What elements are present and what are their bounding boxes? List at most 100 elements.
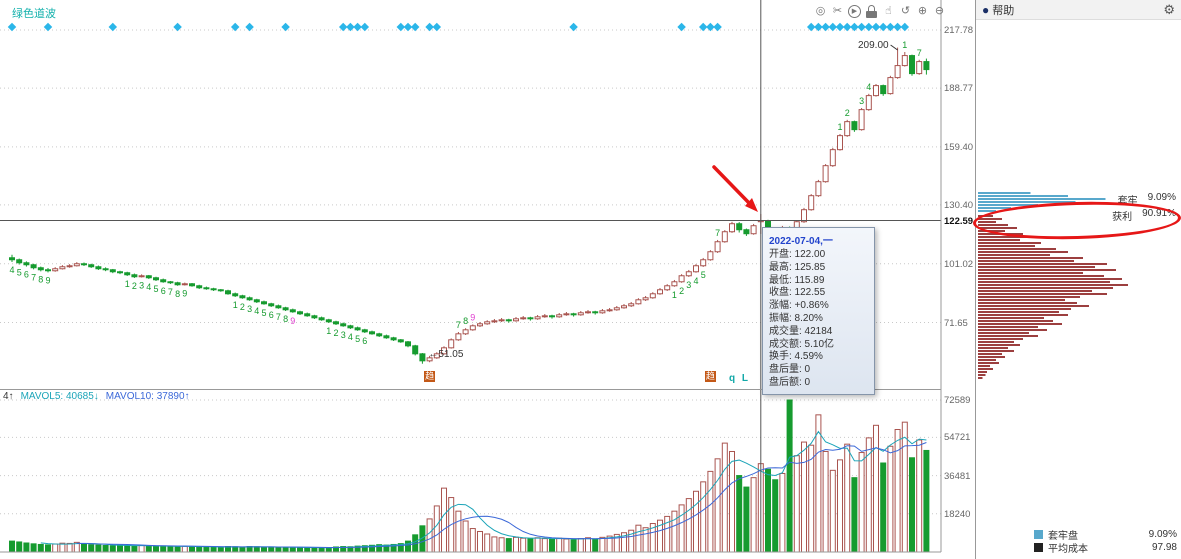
volume-bar xyxy=(9,540,15,553)
volume-bar xyxy=(736,475,743,553)
price-axis: 217.78 188.77 159.40 130.40 101.02 71.65 122.5… xyxy=(943,0,977,559)
profile-bar-profit xyxy=(978,329,1047,331)
candle-body xyxy=(181,283,188,286)
profit-label: 获利 90.91% xyxy=(1112,208,1176,223)
profile-bar-profit xyxy=(978,356,1005,358)
zoom-out-icon[interactable]: ⊖ xyxy=(934,5,945,17)
chip-distribution-panel: ● 帮助 ⚙ 套牢 9.09% 获利 90.91% 套牢盘 9.09% 平均成本 97… xyxy=(972,0,1181,559)
help-button[interactable]: ● 帮助 xyxy=(982,2,1014,18)
volume-bar xyxy=(765,468,771,553)
volume-bar xyxy=(45,544,51,553)
volume-bar xyxy=(52,543,59,553)
candle-body xyxy=(541,315,548,318)
candle-body xyxy=(743,229,750,235)
candle-body xyxy=(520,317,527,320)
volume-bar xyxy=(743,486,750,553)
candle-body xyxy=(455,333,462,341)
eye-icon[interactable]: ◎ xyxy=(815,5,826,17)
signal-tag: 趋 xyxy=(704,371,716,382)
profile-bar-profit xyxy=(978,308,1071,310)
play-icon[interactable]: ▶ xyxy=(848,5,861,18)
profile-bar-profit xyxy=(978,257,1083,259)
candle-body xyxy=(66,265,73,268)
tooltip-row: 收盘: 122.55 xyxy=(769,287,826,299)
profile-bar-profit xyxy=(978,338,1023,340)
panel-legend: 套牢盘 9.09% 平均成本 97.98 xyxy=(1034,528,1177,555)
volume-bar xyxy=(325,547,332,553)
signal-diamond xyxy=(281,22,290,32)
tooltip-rows: 开盘: 122.00 最高: 125.85 最低: 115.89 收盘: 122.55… xyxy=(769,249,868,390)
volume-bar xyxy=(210,546,217,553)
candle-body xyxy=(621,305,627,309)
candle-body xyxy=(642,297,649,301)
profile-bar-profit xyxy=(978,233,1023,235)
profile-bar-profit xyxy=(978,284,1128,286)
candle-body xyxy=(117,271,123,274)
volume-bar xyxy=(426,518,433,553)
count-marker: 1 xyxy=(326,326,331,336)
candle-body xyxy=(282,307,289,311)
profile-bar-profit xyxy=(978,362,999,364)
count-marker: 4 xyxy=(693,276,698,286)
profile-bar-profit xyxy=(978,224,1008,226)
volume-bar xyxy=(304,547,311,553)
volume-bar xyxy=(693,490,699,553)
candle-body xyxy=(45,269,51,272)
count-marker: 8 xyxy=(283,314,288,324)
count-marker: 2 xyxy=(333,328,338,338)
candle-body xyxy=(9,257,15,261)
signal-diamond xyxy=(403,22,413,32)
candle-body xyxy=(657,289,663,295)
candle-body xyxy=(880,85,887,95)
volume-bar xyxy=(671,510,678,553)
legend-swatch-icon xyxy=(1034,530,1043,539)
volume-bar xyxy=(469,528,476,553)
profile-bar-profit xyxy=(978,371,987,373)
tooltip-row: 最高: 125.85 xyxy=(769,261,826,273)
scissors-icon[interactable]: ✂ xyxy=(832,5,843,17)
volume-bar xyxy=(729,450,735,553)
volume-bar xyxy=(707,470,714,553)
volume-bar xyxy=(858,452,865,553)
candle-body xyxy=(448,339,455,349)
settings-gear-icon[interactable]: ⚙ xyxy=(1163,1,1175,17)
signal-diamond xyxy=(338,22,348,32)
profile-bar-profit xyxy=(978,299,1065,301)
candle-body xyxy=(412,345,419,355)
candle-body xyxy=(837,135,843,151)
count-marker: 7 xyxy=(715,228,720,238)
candlestick-volume-chart[interactable]: 4 5 6 7 8 9 1 2 3 4 5 6 7 8 91 2 3 4 5 6 7 8 91 2 3 4 5 67 8 91 23 4571… xyxy=(0,0,943,559)
lock-icon[interactable] xyxy=(865,5,878,18)
tooltip-row: 盘后量: 0 xyxy=(769,364,811,376)
count-marker: 4 xyxy=(866,82,871,92)
volume-bar xyxy=(585,537,591,553)
volume-bar xyxy=(923,449,930,553)
panel-header: ● 帮助 ⚙ xyxy=(976,0,1181,20)
candle-body xyxy=(261,301,267,305)
profile-bar-profit xyxy=(978,314,1068,316)
count-marker: 9 xyxy=(470,312,475,322)
candle-body xyxy=(232,293,239,297)
candle-body xyxy=(808,195,815,211)
profile-bar-profit xyxy=(978,302,1077,304)
volume-bar xyxy=(916,439,923,553)
signal-diamond xyxy=(410,22,420,32)
count-marker: 1 xyxy=(837,122,842,132)
volume-bar xyxy=(714,458,721,553)
candle-body xyxy=(59,266,66,270)
volume-bar xyxy=(592,538,599,553)
zoom-in-icon[interactable]: ⊕ xyxy=(917,5,928,17)
undo-icon[interactable]: ↺ xyxy=(900,5,911,17)
volume-bar xyxy=(700,481,707,553)
candle-body xyxy=(916,61,923,75)
hand-icon[interactable]: ☝ xyxy=(885,5,892,17)
candle-body xyxy=(239,295,246,299)
trapped-label: 套牢 9.09% xyxy=(1118,192,1176,207)
candle-body xyxy=(707,251,714,261)
mavol10-line xyxy=(76,442,927,548)
count-marker: 7 xyxy=(168,287,173,297)
mavol5-line xyxy=(40,430,927,549)
chart-toolbar: ◎ ✂ ▶ ☝ ↺ ⊕ ⊖ xyxy=(814,5,946,18)
legend-swatch-icon xyxy=(1034,543,1043,552)
